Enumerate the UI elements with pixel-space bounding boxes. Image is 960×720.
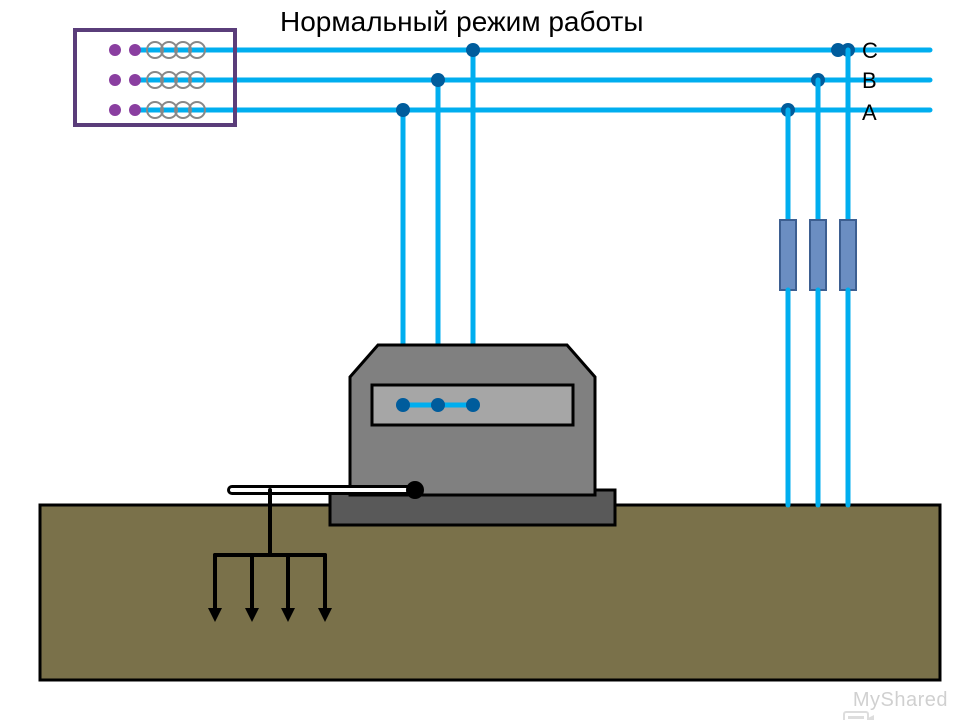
phase-label-c: C xyxy=(862,38,878,64)
phase-label-b: B xyxy=(862,68,877,94)
watermark-text: MyShared xyxy=(853,689,948,712)
diagram-title: Нормальный режим работы xyxy=(280,6,643,38)
phase-label-a: A xyxy=(862,100,877,126)
